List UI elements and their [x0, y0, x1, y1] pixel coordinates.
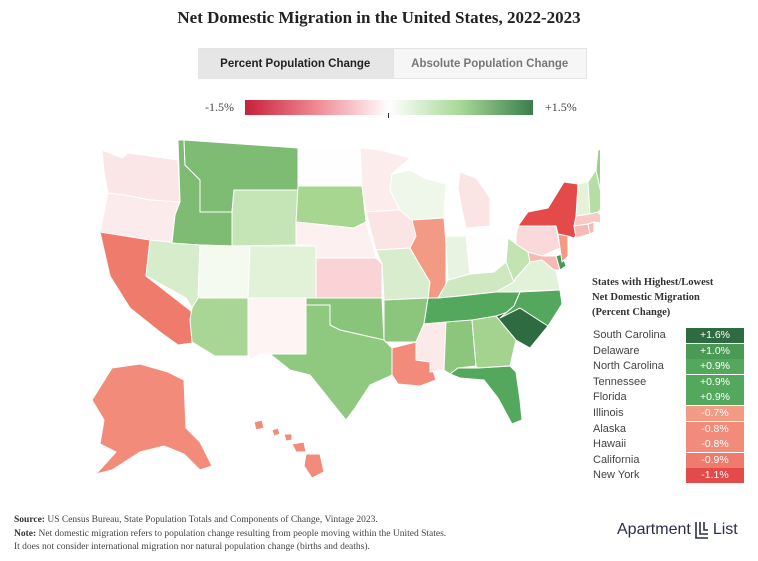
- state-hawaii[interactable]: [253, 419, 325, 479]
- source-text: US Census Bureau, State Population Total…: [47, 515, 378, 525]
- note-label: Note:: [14, 528, 37, 539]
- ranking-state-name: North Carolina: [593, 360, 664, 373]
- ranking-row: Florida +0.9%: [590, 390, 744, 406]
- ranking-value-badge: -0.8%: [686, 437, 744, 453]
- ranking-value-badge: -0.7%: [686, 405, 744, 421]
- state-texas[interactable]: [269, 304, 393, 421]
- tab-absolute-change[interactable]: Absolute Population Change: [392, 48, 587, 79]
- state-arizona[interactable]: [189, 297, 249, 357]
- ranking-state-name: New York: [593, 469, 640, 482]
- ranking-row: North Carolina +0.9%: [590, 359, 744, 375]
- chart-title: Net Domestic Migration in the United Sta…: [177, 8, 581, 27]
- ranking-row: South Carolina +1.6%: [590, 328, 744, 344]
- state-south-dakota[interactable]: [295, 185, 367, 229]
- ranking-title-line: States with Highest/Lowest: [592, 277, 714, 288]
- ranking-value-badge: +0.9%: [686, 390, 744, 406]
- logo-word-right: List: [712, 521, 738, 538]
- ranking-row: Alaska -0.8%: [590, 421, 744, 438]
- ranking-value-badge: -0.8%: [686, 421, 744, 437]
- ranking-value-badge: -1.1%: [686, 468, 744, 484]
- state-florida[interactable]: [449, 365, 523, 425]
- ranking-state-name: Delaware: [593, 344, 640, 357]
- ranking-title: States with Highest/Lowest Net Domestic …: [592, 275, 752, 320]
- ranking-value-badge: +0.9%: [686, 374, 744, 390]
- source-note: Source: US Census Bureau, State Populati…: [14, 514, 574, 555]
- ranking-row: California -0.9%: [590, 452, 744, 469]
- ranking-row: Hawaii -0.8%: [590, 437, 744, 453]
- ranking-title-line: Net Domestic Migration: [592, 292, 700, 303]
- state-alaska[interactable]: [91, 363, 213, 475]
- ranking-state-name: Illinois: [593, 406, 624, 419]
- note-text: Net domestic migration refers to populat…: [38, 528, 447, 539]
- ranking-state-name: California: [593, 453, 640, 466]
- ranking-row: Delaware +1.0%: [590, 343, 744, 360]
- ranking-state-name: Florida: [593, 391, 627, 404]
- legend-max-label: +1.5%: [545, 100, 577, 114]
- legend-midpoint-tick: [388, 113, 389, 118]
- state-delaware[interactable]: [555, 253, 567, 271]
- ranking-state-name: South Carolina: [593, 329, 666, 341]
- state-new-hampshire[interactable]: [587, 169, 600, 215]
- ranking-state-name: Alaska: [593, 422, 627, 435]
- state-wyoming[interactable]: [231, 189, 299, 247]
- apartment-list-logo: Apartment List: [617, 519, 738, 541]
- source-label: Source:: [14, 515, 45, 525]
- state-alabama[interactable]: [443, 319, 477, 375]
- note-text-continued: It does not consider international migra…: [14, 542, 370, 552]
- state-maine[interactable]: [595, 146, 600, 206]
- ranking-value-badge: +1.0%: [686, 343, 744, 359]
- ranking-row: Tennessee +0.9%: [590, 374, 744, 391]
- ranking-title-line: (Percent Change): [592, 307, 671, 318]
- state-north-carolina[interactable]: [499, 289, 563, 327]
- ranking-row: Illinois -0.7%: [590, 405, 744, 422]
- us-state-map: [91, 139, 600, 479]
- state-michigan[interactable]: [457, 171, 491, 229]
- state-colorado[interactable]: [247, 245, 317, 299]
- logo-mark-icon: [695, 522, 708, 539]
- tab-percent-change[interactable]: Percent Population Change: [198, 48, 393, 79]
- ranking-value-badge: -0.9%: [686, 452, 744, 468]
- ranking-state-name: Hawaii: [593, 438, 627, 451]
- ranking-state-name: Tennessee: [593, 375, 647, 388]
- legend-color-scale: [245, 100, 533, 115]
- legend-min-label: -1.5%: [205, 100, 234, 114]
- ranking-row: New York -1.1%: [590, 468, 744, 484]
- logo-word-left: Apartment: [617, 521, 691, 538]
- state-new-mexico[interactable]: [247, 297, 307, 361]
- ranking-list: South Carolina +1.6% Delaware +1.0% North …: [590, 328, 744, 484]
- ranking-value-badge: +0.9%: [686, 359, 744, 375]
- state-north-dakota[interactable]: [297, 147, 363, 187]
- state-kansas[interactable]: [315, 257, 383, 299]
- ranking-value-badge: +1.6%: [686, 328, 744, 343]
- view-tabs: Percent Population Change Absolute Popul…: [198, 48, 587, 79]
- state-utah[interactable]: [197, 244, 251, 299]
